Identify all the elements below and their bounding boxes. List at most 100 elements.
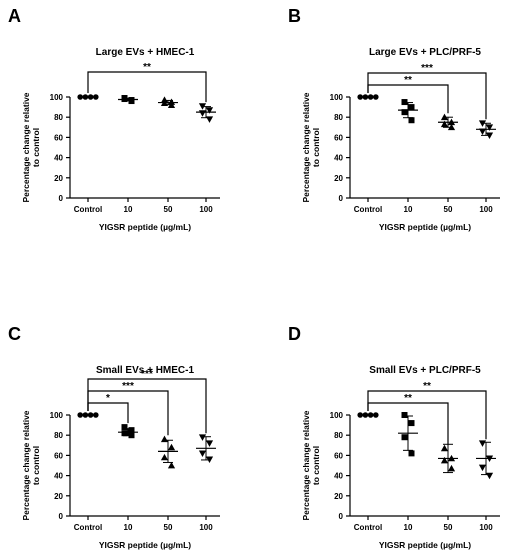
x-axis-label: YIGSR peptide (µg/mL) xyxy=(379,222,471,232)
data-point xyxy=(408,117,415,124)
significance-label: ** xyxy=(423,381,431,392)
y-tick-label: 100 xyxy=(50,411,64,420)
y-tick-label: 40 xyxy=(54,154,63,163)
data-point xyxy=(160,435,169,443)
data-point xyxy=(440,456,449,464)
x-tick-label: 10 xyxy=(124,205,133,214)
chart-panel-a: A Large EVs + HMEC-1 0 20 40 60 80 100 Control 10… xyxy=(8,6,220,232)
data-point xyxy=(408,104,415,111)
chart-panel-d: D Small EVs + PLC/PRF-5 0 20 40 60 80 100 Contro… xyxy=(288,324,500,550)
y-tick-label: 80 xyxy=(334,431,343,440)
data-point xyxy=(408,450,415,457)
data-point xyxy=(440,444,449,452)
data-point xyxy=(401,99,408,106)
x-axis-label: YIGSR peptide (µg/mL) xyxy=(99,222,191,232)
significance-label: *** xyxy=(141,369,153,380)
x-tick-label: 10 xyxy=(124,523,133,532)
data-point xyxy=(128,427,135,434)
data-point xyxy=(198,450,207,457)
significance-label: *** xyxy=(421,63,433,74)
y-tick-label: 20 xyxy=(334,174,343,183)
x-tick-label: 50 xyxy=(444,205,453,214)
y-tick-label: 40 xyxy=(334,472,343,481)
x-tick-label: 50 xyxy=(444,523,453,532)
significance-bracket xyxy=(367,72,487,120)
y-tick-label: 40 xyxy=(334,154,343,163)
y-axis-label: Percentage change relativeto control xyxy=(21,410,41,520)
y-tick-label: 60 xyxy=(334,133,343,142)
data-point xyxy=(485,124,494,131)
x-tick-label: 100 xyxy=(479,205,493,214)
panel-letter: D xyxy=(288,324,301,344)
x-tick-label: 100 xyxy=(479,523,493,532)
x-tick-label: Control xyxy=(354,205,382,214)
x-tick-label: Control xyxy=(354,523,382,532)
y-axis-label-line: Percentage change relative xyxy=(301,92,311,202)
data-point xyxy=(205,440,214,447)
x-axis-label: YIGSR peptide (µg/mL) xyxy=(99,540,191,550)
chart-title: Small EVs + PLC/PRF-5 xyxy=(369,365,481,376)
data-point xyxy=(478,464,487,472)
y-tick-label: 0 xyxy=(339,194,344,203)
y-tick-label: 80 xyxy=(334,113,343,122)
y-tick-label: 0 xyxy=(339,512,344,521)
significance-bracket xyxy=(87,378,207,434)
data-point xyxy=(478,440,487,447)
data-point xyxy=(401,109,408,116)
data-point xyxy=(485,472,494,480)
y-axis-label: Percentage change relativeto control xyxy=(301,92,321,202)
data-point xyxy=(408,420,415,427)
y-axis-label-line: to control xyxy=(31,446,41,485)
data-point xyxy=(401,434,408,441)
y-tick-label: 20 xyxy=(54,174,63,183)
x-tick-label: 50 xyxy=(164,205,173,214)
y-tick-label: 100 xyxy=(50,93,64,102)
significance-label: ** xyxy=(143,62,151,73)
x-tick-label: 100 xyxy=(199,205,213,214)
chart-title: Small EVs + HMEC-1 xyxy=(96,365,195,376)
y-axis-label: Percentage change relativeto control xyxy=(301,410,321,520)
data-point xyxy=(205,107,214,114)
significance-label: *** xyxy=(122,381,134,392)
significance-label: ** xyxy=(404,75,412,86)
data-point xyxy=(401,412,408,418)
x-tick-label: Control xyxy=(74,205,102,214)
data-point xyxy=(121,430,128,437)
x-tick-label: 50 xyxy=(164,523,173,532)
y-axis-label-line: Percentage change relative xyxy=(301,410,311,520)
y-tick-label: 80 xyxy=(54,113,63,122)
y-axis-label: Percentage change relativeto control xyxy=(21,92,41,202)
significance-label: * xyxy=(106,393,110,404)
chart-panel-b: B Large EVs + PLC/PRF-5 0 20 40 60 80 100 Contro… xyxy=(288,6,500,232)
y-tick-label: 0 xyxy=(59,512,64,521)
y-axis-label-line: to control xyxy=(311,446,321,485)
chart-title: Large EVs + HMEC-1 xyxy=(96,47,195,58)
y-axis-label-line: Percentage change relative xyxy=(21,92,31,202)
y-tick-label: 100 xyxy=(330,411,344,420)
significance-label: ** xyxy=(404,393,412,404)
y-tick-label: 60 xyxy=(334,451,343,460)
data-point xyxy=(128,432,135,439)
panel-letter: A xyxy=(8,6,21,26)
data-point xyxy=(160,453,169,461)
data-point xyxy=(167,461,176,469)
y-tick-label: 20 xyxy=(54,492,63,501)
data-point xyxy=(440,120,449,128)
y-tick-label: 60 xyxy=(54,451,63,460)
data-point xyxy=(478,128,487,135)
panel-letter: B xyxy=(288,6,301,26)
x-tick-label: 10 xyxy=(404,523,413,532)
x-axis-label: YIGSR peptide (µg/mL) xyxy=(379,540,471,550)
y-tick-label: 20 xyxy=(334,492,343,501)
significance-bracket xyxy=(367,390,487,440)
chart-panel-c: C Small EVs + HMEC-1 0 20 40 60 80 100 Control 10… xyxy=(8,324,220,550)
data-point xyxy=(198,434,207,441)
y-tick-label: 80 xyxy=(54,431,63,440)
significance-bracket xyxy=(87,71,207,103)
x-tick-label: 100 xyxy=(199,523,213,532)
y-axis-label-line: to control xyxy=(311,128,321,167)
data-point xyxy=(198,110,207,117)
chart-title: Large EVs + PLC/PRF-5 xyxy=(369,47,481,58)
panel-letter: C xyxy=(8,324,21,344)
